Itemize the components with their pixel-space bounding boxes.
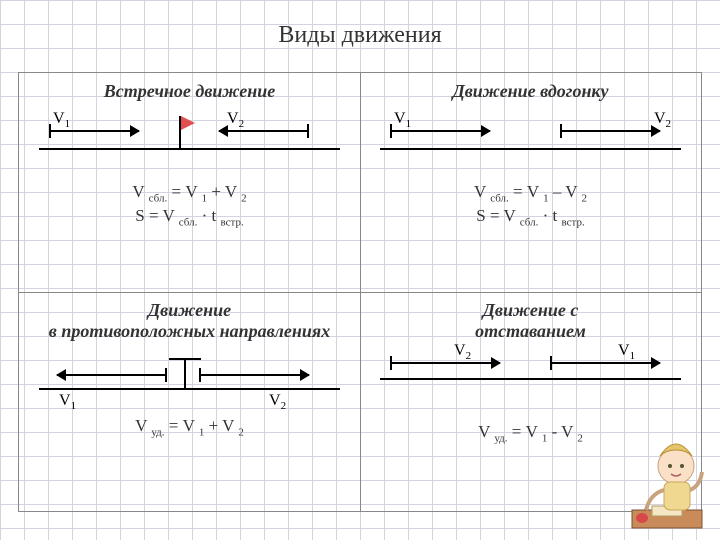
v1-label: V1 (394, 110, 411, 130)
formula-vud-sum: V уд. = V 1 + V 2 (19, 416, 360, 438)
baseline (39, 148, 340, 150)
arrow-v1 (390, 130, 490, 132)
cell-towards: Встречное движение V1 V2 V сбл. = V 1 + … (19, 73, 360, 292)
v1-label: V1 (618, 342, 635, 362)
baseline (380, 378, 681, 380)
cartoon-child-icon (624, 424, 714, 534)
arrow-v1 (57, 374, 167, 376)
formula-s-chase: S = V сбл. · t встр. (360, 206, 701, 228)
cell-chase: Движение вдогонку V1 V2 V сбл. = V 1 – V… (360, 73, 701, 292)
diagram-chase: V1 V2 (380, 108, 681, 178)
page-title: Виды движения (0, 0, 720, 60)
cell-apart: Движение в противоположных направлениях … (19, 292, 360, 511)
divider-top (169, 358, 201, 360)
baseline (39, 388, 340, 390)
diagram-lag: V2 V1 (380, 348, 681, 408)
arrow-v1 (49, 130, 139, 132)
diagram-apart: V1 V2 (39, 348, 340, 412)
v2-label: V2 (454, 342, 471, 362)
heading-apart: Движение в противоположных направлениях (19, 292, 360, 342)
v2-label: V2 (269, 392, 286, 412)
diagram-towards: V1 V2 (39, 108, 340, 178)
arrow-v2 (560, 130, 660, 132)
v2-label: V2 (227, 110, 244, 130)
heading-chase: Движение вдогонку (360, 73, 701, 102)
diagram-container: Встречное движение V1 V2 V сбл. = V 1 + … (18, 72, 702, 512)
formula-vsbl-diff: V сбл. = V 1 – V 2 (360, 182, 701, 204)
arrow-v1 (550, 362, 660, 364)
heading-lag: Движение с отставанием (360, 292, 701, 342)
v1-label: V1 (53, 110, 70, 130)
arrow-v2 (390, 362, 500, 364)
formula-vsbl-sum: V сбл. = V 1 + V 2 (19, 182, 360, 204)
flag-icon (179, 116, 181, 148)
heading-towards: Встречное движение (19, 73, 360, 102)
divider-icon (184, 360, 186, 388)
arrow-v2 (219, 130, 309, 132)
page: Виды движения Встречное движение V1 V2 V… (0, 0, 720, 540)
baseline (380, 148, 681, 150)
arrow-v2 (199, 374, 309, 376)
v1-label: V1 (59, 392, 76, 412)
formula-s-towards: S = V сбл. · t встр. (19, 206, 360, 228)
